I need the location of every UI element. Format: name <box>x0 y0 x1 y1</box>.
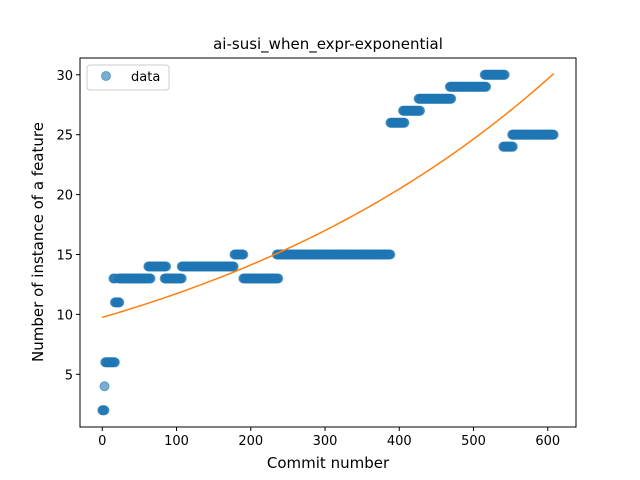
y-axis-label: Number of instance of a feature <box>29 122 47 362</box>
data-point <box>499 69 510 80</box>
legend-marker <box>101 71 111 81</box>
chart-title: ai-susi_when_expr-exponential <box>213 35 443 54</box>
data-point <box>446 93 457 104</box>
data-marks <box>97 69 559 416</box>
x-tick-label: 0 <box>98 434 106 449</box>
y-tick-label: 15 <box>56 248 73 263</box>
data-point <box>399 117 410 128</box>
y-tick-label: 5 <box>65 368 73 383</box>
legend: data <box>86 64 170 91</box>
data-point <box>548 129 559 140</box>
x-tick-label: 200 <box>238 434 263 449</box>
data-point <box>161 261 172 272</box>
x-tick-label: 400 <box>387 434 412 449</box>
data-point <box>228 261 239 272</box>
fit-line <box>102 73 555 319</box>
x-tick-label: 100 <box>164 434 189 449</box>
y-tick-label: 10 <box>56 308 73 323</box>
y-tick-label: 30 <box>56 69 73 84</box>
data-point <box>415 105 426 116</box>
axes: 0 100 200 300 400 500 600 5 10 15 20 25 30 <box>56 57 577 449</box>
legend-label-data: data <box>131 70 160 85</box>
x-tick-label: 300 <box>313 434 338 449</box>
data-point <box>273 273 284 284</box>
data-point <box>114 297 125 308</box>
axes-frame <box>79 57 577 428</box>
y-tick-label: 20 <box>56 189 73 204</box>
x-axis-label: Commit number <box>267 454 390 472</box>
data-point <box>99 405 110 416</box>
data-point <box>109 357 120 368</box>
data-point <box>507 141 518 152</box>
data-point <box>99 381 110 392</box>
data-point <box>145 273 156 284</box>
data-point <box>481 81 492 92</box>
x-tick-label: 600 <box>535 434 560 449</box>
data-point <box>176 273 187 284</box>
data-point <box>385 249 396 260</box>
y-tick-label: 25 <box>56 129 73 144</box>
x-tick-label: 500 <box>461 434 486 449</box>
plot-area <box>80 58 576 427</box>
fit-line-group <box>102 73 555 319</box>
data-point <box>238 249 249 260</box>
